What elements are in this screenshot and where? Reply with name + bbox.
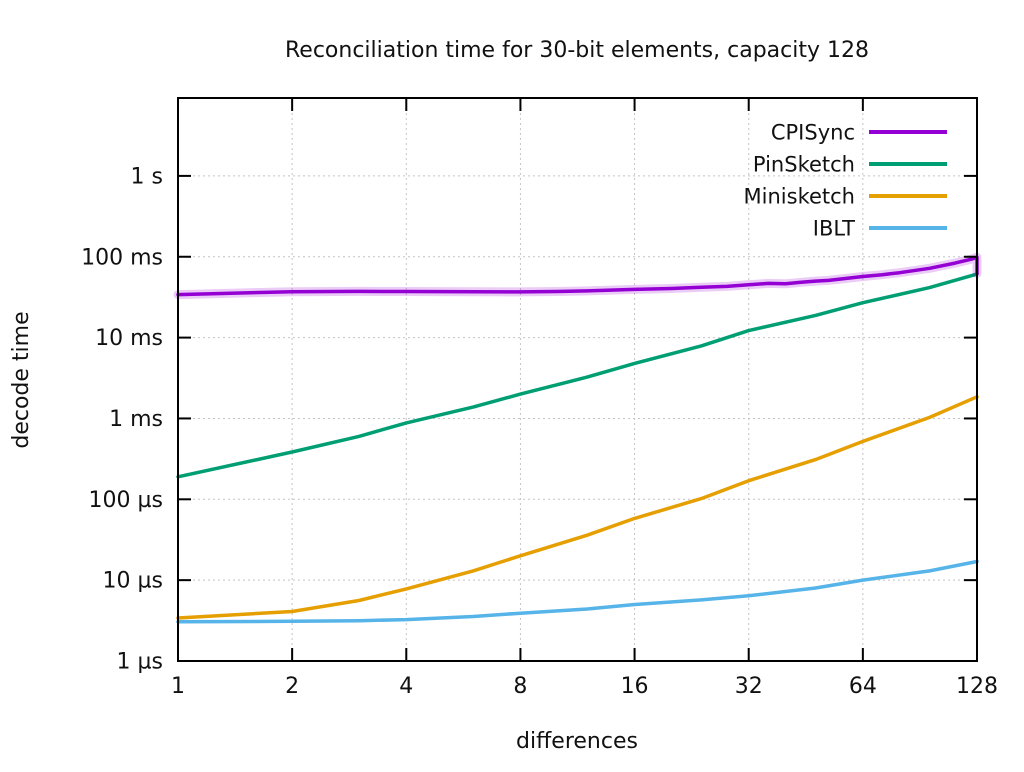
y-axis-label: decode time xyxy=(9,311,34,448)
legend: CPISync PinSketch Minisketch IBLT xyxy=(744,121,947,241)
y-tick-label: 100 µs xyxy=(89,488,163,513)
y-tick-label: 10 µs xyxy=(103,569,163,594)
y-tick-label: 100 ms xyxy=(81,245,163,270)
y-tick-label: 1 ms xyxy=(109,407,163,432)
series-line-iblt xyxy=(176,559,979,624)
x-tick-label: 2 xyxy=(285,674,299,699)
grid-layer xyxy=(178,98,977,661)
x-tick-label: 16 xyxy=(621,674,649,699)
x-tick-label: 64 xyxy=(849,674,877,699)
x-axis-label: differences xyxy=(516,729,638,754)
legend-label-cpisync: CPISync xyxy=(771,121,855,145)
y-tick-label: 1 µs xyxy=(117,650,163,675)
x-tick-label: 1 xyxy=(171,674,185,699)
y-tick-label: 10 ms xyxy=(95,326,163,351)
chart-title: Reconciliation time for 30-bit elements,… xyxy=(285,38,869,63)
legend-label-iblt: IBLT xyxy=(813,217,855,241)
series-layer xyxy=(173,252,982,624)
series-line-cpisync xyxy=(176,255,979,297)
x-tick-label: 128 xyxy=(956,674,998,699)
y-tick-label: 1 s xyxy=(131,164,163,189)
axis-layer: 1 2 4 8 16 32 64 128 1 µs 10 µs 100 µs 1 ms 10 ms 100… xyxy=(81,97,998,699)
series-line-minisketch xyxy=(176,395,979,620)
series-line-pinsketch xyxy=(176,272,979,479)
plot-frame xyxy=(177,97,978,662)
x-tick-label: 4 xyxy=(399,674,413,699)
legend-label-minisketch: Minisketch xyxy=(744,185,855,209)
x-tick-label: 8 xyxy=(513,674,527,699)
legend-label-pinsketch: PinSketch xyxy=(753,153,855,177)
x-tick-label: 32 xyxy=(735,674,763,699)
